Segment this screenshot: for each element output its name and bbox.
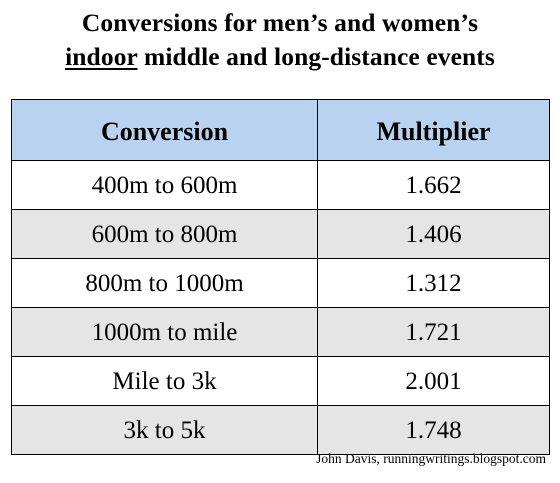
conversion-cell: 600m to 800m [11,209,318,259]
table-row: 600m to 800m 1.406 [11,209,550,259]
multiplier-cell: 1.406 [317,209,550,259]
conversion-table: Conversion Multiplier 400m to 600m 1.662… [11,99,550,455]
page-title: Conversions for men’s and women’s indoor… [0,6,560,74]
header-multiplier: Multiplier [317,99,550,161]
multiplier-cell: 1.662 [317,160,550,210]
conversion-cell: 800m to 1000m [11,258,318,308]
title-line-2-rest: middle and long-distance events [137,42,495,71]
multiplier-cell: 2.001 [317,356,550,406]
table-row: 1000m to mile 1.721 [11,307,550,357]
table-row: 3k to 5k 1.748 [11,405,550,455]
credit-text: John Davis, runningwritings.blogspot.com [316,451,546,466]
header-conversion: Conversion [11,99,318,161]
conversion-cell: 400m to 600m [11,160,318,210]
conversion-cell: Mile to 3k [11,356,318,406]
table-row: Mile to 3k 2.001 [11,356,550,406]
table-row: 800m to 1000m 1.312 [11,258,550,308]
table-header-row: Conversion Multiplier [11,99,550,161]
title-line-1: Conversions for men’s and women’s [81,8,479,37]
title-emphasis-indoor: indoor [65,42,138,71]
conversion-cell: 3k to 5k [11,405,318,455]
multiplier-cell: 1.748 [317,405,550,455]
multiplier-cell: 1.721 [317,307,550,357]
title-line-2: indoor middle and long-distance events [0,40,560,74]
table-row: 400m to 600m 1.662 [11,160,550,210]
multiplier-cell: 1.312 [317,258,550,308]
conversion-cell: 1000m to mile [11,307,318,357]
